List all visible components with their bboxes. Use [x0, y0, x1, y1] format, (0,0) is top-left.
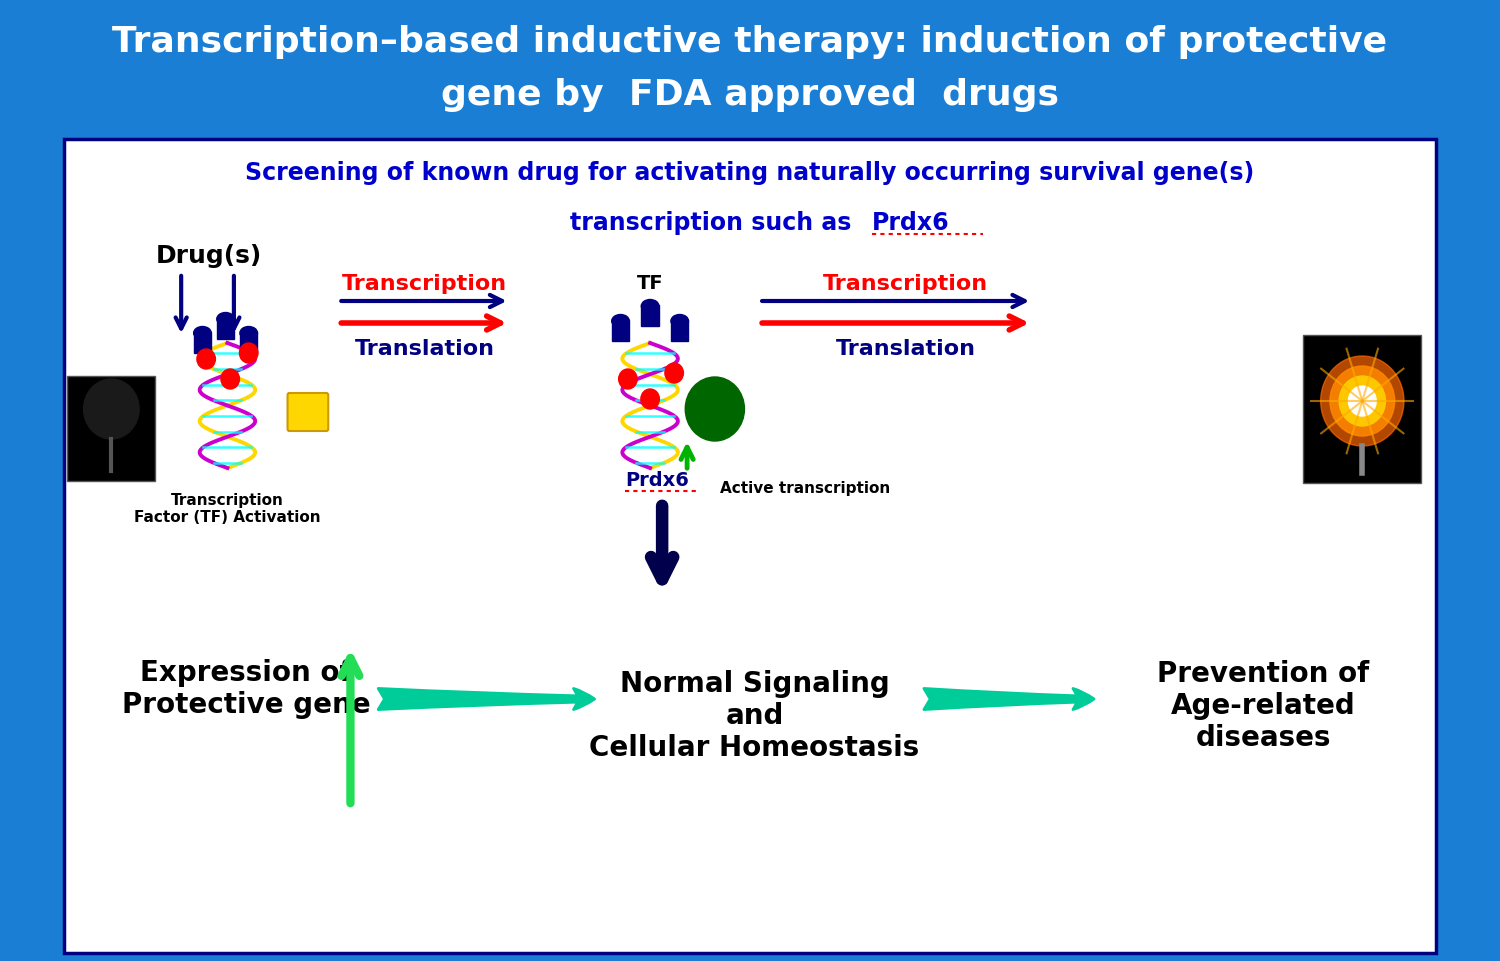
- Circle shape: [1340, 376, 1386, 426]
- FancyBboxPatch shape: [194, 332, 211, 353]
- Circle shape: [686, 377, 744, 441]
- Ellipse shape: [612, 314, 630, 328]
- Text: Prdx6: Prdx6: [871, 211, 950, 235]
- Circle shape: [1348, 386, 1376, 416]
- FancyBboxPatch shape: [288, 393, 328, 431]
- Ellipse shape: [670, 314, 688, 328]
- Text: Expression of
Protective gene: Expression of Protective gene: [122, 659, 370, 719]
- Ellipse shape: [240, 327, 258, 339]
- Circle shape: [1320, 356, 1404, 446]
- Text: Translation: Translation: [354, 339, 495, 359]
- FancyBboxPatch shape: [642, 305, 658, 326]
- Text: Normal Signaling
and
Cellular Homeostasis: Normal Signaling and Cellular Homeostasi…: [590, 670, 920, 762]
- Circle shape: [618, 369, 638, 389]
- Circle shape: [640, 389, 660, 409]
- Circle shape: [220, 369, 240, 389]
- FancyBboxPatch shape: [217, 318, 234, 339]
- FancyBboxPatch shape: [612, 320, 630, 341]
- FancyBboxPatch shape: [670, 320, 688, 341]
- Text: Transcription–based inductive therapy: induction of protective: Transcription–based inductive therapy: i…: [112, 25, 1388, 59]
- FancyBboxPatch shape: [240, 332, 258, 353]
- Text: Transcription: Transcription: [342, 274, 507, 294]
- Circle shape: [664, 363, 684, 383]
- Text: Transcription
Factor (TF) Activation: Transcription Factor (TF) Activation: [134, 493, 321, 526]
- Text: Drug(s): Drug(s): [156, 244, 262, 268]
- FancyBboxPatch shape: [68, 376, 156, 481]
- Text: gene by  FDA approved  drugs: gene by FDA approved drugs: [441, 78, 1059, 112]
- Text: Screening of known drug for activating naturally occurring survival gene(s): Screening of known drug for activating n…: [246, 161, 1254, 185]
- Text: Prdx6: Prdx6: [626, 472, 690, 490]
- Text: Transcription: Transcription: [824, 274, 989, 294]
- Text: transcription such as: transcription such as: [570, 211, 860, 235]
- Text: Active transcription: Active transcription: [720, 481, 891, 497]
- Ellipse shape: [194, 327, 211, 339]
- Circle shape: [1330, 366, 1395, 436]
- Circle shape: [240, 343, 258, 363]
- FancyBboxPatch shape: [1304, 335, 1422, 483]
- FancyBboxPatch shape: [57, 0, 1443, 135]
- Circle shape: [196, 349, 216, 369]
- FancyBboxPatch shape: [63, 139, 1437, 953]
- Text: TF: TF: [638, 274, 663, 293]
- Circle shape: [84, 379, 140, 439]
- Text: Prevention of
Age-related
diseases: Prevention of Age-related diseases: [1156, 659, 1370, 752]
- Text: Translation: Translation: [836, 339, 975, 359]
- Ellipse shape: [217, 312, 234, 326]
- Ellipse shape: [642, 300, 658, 312]
